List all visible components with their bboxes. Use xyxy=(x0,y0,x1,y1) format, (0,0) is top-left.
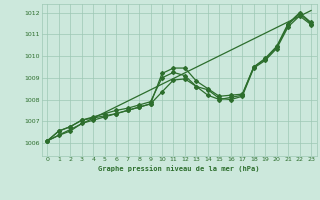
X-axis label: Graphe pression niveau de la mer (hPa): Graphe pression niveau de la mer (hPa) xyxy=(99,165,260,172)
